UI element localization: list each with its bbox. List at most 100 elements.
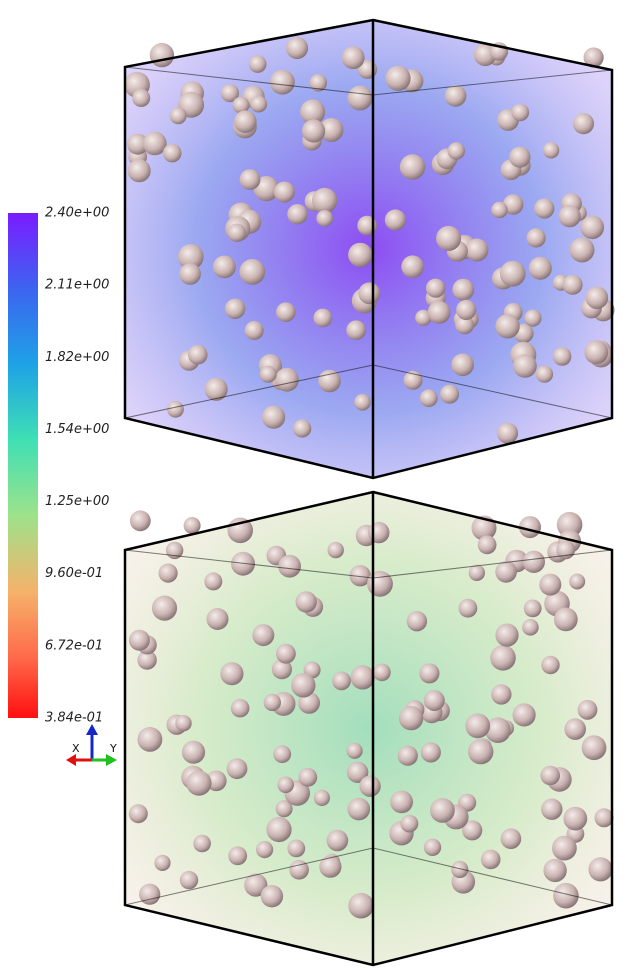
particle [543, 859, 566, 882]
particle [541, 656, 559, 674]
particle [513, 703, 536, 726]
particle [252, 624, 274, 646]
axes-triad: X Y [66, 724, 117, 766]
particle [559, 205, 581, 227]
particle [207, 608, 229, 630]
particle [399, 706, 423, 730]
particle [554, 608, 578, 632]
particle [220, 662, 243, 685]
particle [273, 745, 291, 763]
particle [293, 419, 311, 437]
particle [386, 66, 411, 91]
particle [298, 768, 317, 787]
particle [436, 226, 461, 251]
particle [490, 645, 516, 671]
particle [540, 766, 560, 786]
particle [227, 758, 248, 779]
particle [513, 354, 537, 378]
particle [213, 256, 236, 279]
particle [180, 871, 198, 889]
particle [440, 385, 459, 404]
axis-label-x: X [72, 742, 80, 755]
particle [287, 840, 305, 858]
particle [536, 366, 553, 383]
particle [351, 665, 375, 689]
particle [465, 713, 490, 738]
particle [150, 43, 174, 67]
particle [497, 423, 518, 444]
particle [262, 406, 285, 429]
particle [373, 664, 391, 682]
particle [163, 144, 182, 163]
particle [128, 159, 151, 182]
particle [256, 841, 273, 858]
particle [512, 104, 530, 122]
particle [529, 257, 552, 280]
particle [152, 596, 177, 621]
particle [527, 228, 546, 247]
particle [167, 401, 184, 418]
particle [553, 347, 572, 366]
particle [509, 147, 530, 168]
particle [354, 394, 371, 411]
colorbar-tick-label: 9.60e-01 [45, 566, 103, 581]
particle [501, 828, 522, 849]
particle [179, 263, 201, 285]
particle [495, 561, 517, 583]
particle [278, 555, 301, 578]
particle [240, 169, 261, 190]
particle [385, 209, 406, 230]
particle [249, 55, 267, 73]
particle [276, 302, 296, 322]
particle [175, 715, 191, 731]
particle [570, 238, 595, 263]
particle [347, 743, 363, 759]
particle [543, 142, 559, 158]
particle [276, 644, 296, 664]
colorbar-tick-label: 1.25e+00 [45, 494, 109, 509]
particle [420, 389, 438, 407]
particle [578, 700, 598, 720]
particle [245, 321, 264, 340]
particle [445, 85, 467, 107]
particle [261, 885, 283, 907]
particle [250, 96, 267, 113]
particle [595, 808, 614, 827]
particle [358, 282, 380, 304]
particle [170, 107, 187, 124]
particle [421, 742, 441, 762]
particle [495, 314, 519, 338]
particle [228, 846, 247, 865]
particle [314, 790, 330, 806]
particle [569, 574, 585, 590]
particle [342, 46, 365, 69]
particle [348, 86, 373, 111]
particle [130, 510, 151, 531]
particle [277, 777, 294, 794]
particle [419, 663, 439, 683]
particle [184, 517, 201, 534]
colorbar-tick-label: 2.40e+00 [45, 206, 109, 221]
particle [563, 275, 583, 295]
particle [491, 684, 511, 704]
particle [451, 861, 468, 878]
particle [584, 340, 608, 364]
particle [328, 542, 344, 558]
particle [524, 310, 541, 327]
particle [500, 261, 526, 287]
particle [401, 255, 424, 278]
particle [234, 110, 257, 133]
particle [390, 791, 413, 814]
particle [182, 741, 205, 764]
particle [495, 624, 518, 647]
axis-label-y: Y [109, 742, 117, 755]
particle [456, 300, 476, 320]
particle [188, 345, 208, 365]
particle [193, 835, 211, 853]
particle [581, 216, 605, 240]
particle [424, 839, 441, 856]
particle [552, 836, 577, 861]
particle [465, 239, 488, 262]
particle [204, 572, 222, 590]
particle [398, 746, 418, 766]
